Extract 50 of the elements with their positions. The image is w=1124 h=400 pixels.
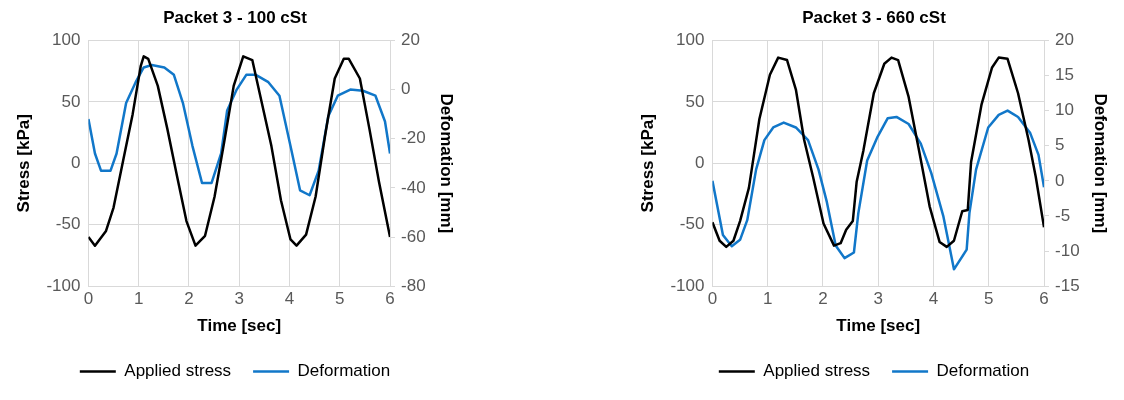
legend-label: Deformation bbox=[297, 361, 391, 381]
x-tick-label: 3 bbox=[873, 289, 883, 309]
x-tick-label: 6 bbox=[1039, 289, 1049, 309]
y2-axis-title: Defomation [mm] bbox=[437, 93, 457, 234]
y2-tick-label: 15 bbox=[1055, 65, 1074, 85]
legend-label: Deformation bbox=[936, 361, 1030, 381]
y2-tick-label: 20 bbox=[401, 30, 420, 50]
x-axis-title: Time [sec] bbox=[197, 316, 282, 336]
x-tick-label: 3 bbox=[234, 289, 244, 309]
y-axis-title: Stress [kPa] bbox=[637, 114, 657, 213]
x-tick-label: 6 bbox=[385, 289, 395, 309]
x-tick-label: 2 bbox=[818, 289, 828, 309]
y-tick-label: 50 bbox=[61, 91, 81, 111]
y2-tick-label: 10 bbox=[1055, 100, 1074, 120]
y-tick-label: -100 bbox=[670, 275, 705, 295]
y-tick-label: 0 bbox=[70, 152, 81, 172]
y2-tick-label: -10 bbox=[1055, 240, 1080, 260]
x-axis-title: Time [sec] bbox=[836, 316, 921, 336]
x-tick-label: 1 bbox=[762, 289, 773, 309]
y-axis-title: Stress [kPa] bbox=[13, 114, 33, 213]
x-tick-label: 4 bbox=[284, 289, 295, 309]
x-tick-label: 1 bbox=[133, 289, 144, 309]
x-tick-label: 5 bbox=[335, 289, 345, 309]
x-tick-label: 0 bbox=[707, 289, 718, 309]
y-tick-label: -50 bbox=[55, 214, 81, 234]
y-tick-label: 100 bbox=[52, 30, 81, 50]
y2-tick-label: 0 bbox=[401, 79, 411, 99]
x-tick-label: 2 bbox=[184, 289, 194, 309]
chart-title: Packet 3 - 660 cSt bbox=[802, 7, 947, 27]
y-tick-label: 50 bbox=[685, 91, 705, 111]
y2-axis-title: Defomation [mm] bbox=[1091, 93, 1111, 234]
y2-tick-label: -80 bbox=[401, 275, 426, 295]
y-tick-label: 0 bbox=[694, 152, 705, 172]
y2-tick-label: -60 bbox=[401, 226, 426, 246]
y2-tick-label: -40 bbox=[401, 177, 426, 197]
chart-title: Packet 3 - 100 cSt bbox=[163, 7, 308, 27]
y2-tick-label: -20 bbox=[401, 128, 426, 148]
y2-tick-label: -15 bbox=[1055, 275, 1080, 295]
y2-tick-label: -5 bbox=[1055, 205, 1071, 225]
y2-tick-label: 5 bbox=[1055, 135, 1065, 155]
x-tick-label: 5 bbox=[984, 289, 994, 309]
y2-tick-label: 0 bbox=[1055, 170, 1065, 190]
x-tick-label: 0 bbox=[83, 289, 94, 309]
y-tick-label: 100 bbox=[676, 30, 705, 50]
legend-label: Applied stress bbox=[763, 361, 871, 381]
y-tick-label: -50 bbox=[679, 214, 705, 234]
y2-tick-label: 20 bbox=[1055, 30, 1074, 50]
legend-label: Applied stress bbox=[124, 361, 232, 381]
x-tick-label: 4 bbox=[928, 289, 939, 309]
y-tick-label: -100 bbox=[46, 275, 81, 295]
